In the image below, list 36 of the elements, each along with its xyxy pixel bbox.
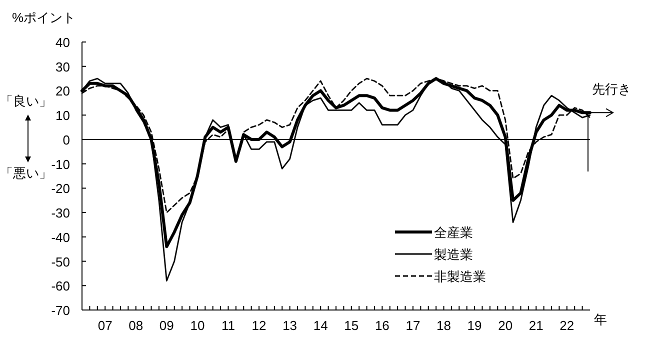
legend-label: 製造業 <box>434 247 473 262</box>
text: 「悪い」 <box>0 165 52 180</box>
x-tick-label: 21 <box>528 318 544 333</box>
x-tick-label: 13 <box>282 318 298 333</box>
x-tick-label: 15 <box>344 318 359 333</box>
x-tick-label: 11 <box>221 318 235 333</box>
x-tick-label: 08 <box>128 318 144 333</box>
y-tick-label: 40 <box>56 35 70 50</box>
x-tick-label: 20 <box>498 318 513 333</box>
y-tick-label: 20 <box>56 84 70 99</box>
y-tick-label: -60 <box>51 278 70 294</box>
y-tick-label: -70 <box>51 303 70 318</box>
x-tick-label: 12 <box>252 318 266 333</box>
legend-label: 非製造業 <box>434 269 486 284</box>
y-tick-label: -30 <box>51 206 70 221</box>
y-tick-label: -50 <box>51 254 70 270</box>
text: 「良い」 <box>0 93 52 108</box>
y-tick-label: -10 <box>51 156 70 172</box>
legend-label: 全産業 <box>434 225 473 240</box>
text: 先行き <box>592 82 631 97</box>
text: 年 <box>594 312 607 327</box>
y-axis-title: %ポイント <box>12 10 76 25</box>
y-tick-label: -20 <box>51 181 70 196</box>
x-tick-label: 19 <box>467 318 482 333</box>
x-tick-label: 09 <box>159 318 174 333</box>
x-tick-label: 22 <box>560 318 574 333</box>
x-tick-label: 07 <box>98 318 112 333</box>
x-tick-label: 10 <box>190 318 205 333</box>
y-tick-label: 10 <box>56 108 70 124</box>
y-tick-label: 0 <box>62 132 70 148</box>
x-tick-label: 14 <box>313 318 328 333</box>
x-tick-label: 16 <box>374 318 390 333</box>
y-tick-label: 30 <box>56 59 70 74</box>
x-tick-label: 18 <box>436 318 451 333</box>
x-tick-label: 17 <box>406 318 420 333</box>
y-tick-label: -40 <box>51 230 70 245</box>
